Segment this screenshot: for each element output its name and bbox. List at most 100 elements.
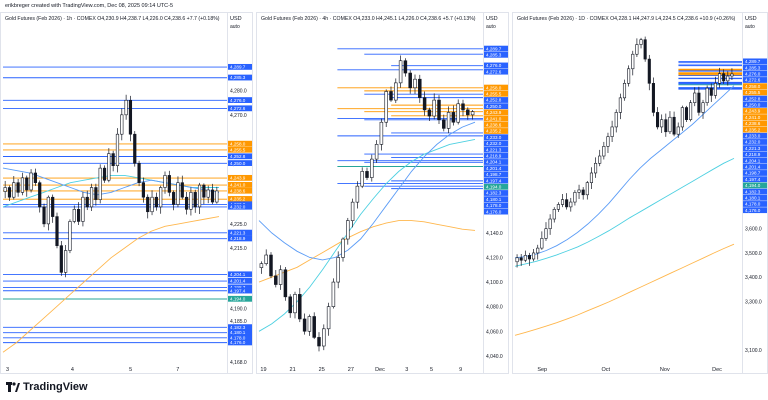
svg-text:4,178.0: 4,178.0	[745, 202, 761, 207]
x-tick-label: 3	[405, 367, 408, 373]
svg-text:4,182.3: 4,182.3	[230, 325, 246, 330]
price-label: 4,221.3	[484, 146, 508, 153]
candle	[618, 97, 622, 113]
svg-text:4,235.2: 4,235.2	[486, 129, 502, 134]
price-label: 4,232.0	[228, 203, 252, 210]
candle	[365, 171, 369, 178]
price-label: 4,285.3	[484, 51, 508, 58]
svg-text:4,272.6: 4,272.6	[486, 69, 502, 74]
candle	[167, 175, 171, 193]
price-label: 4,182.3	[743, 188, 767, 195]
svg-text:4,238.6: 4,238.6	[745, 121, 761, 126]
svg-text:4,201.4: 4,201.4	[230, 279, 246, 284]
svg-text:4,238.6: 4,238.6	[486, 122, 502, 127]
y-tick-label: 3,600.0	[745, 227, 762, 233]
svg-text:4,243.9: 4,243.9	[230, 176, 246, 181]
price-label: 4,250.0	[228, 160, 252, 166]
svg-text:4,182.3: 4,182.3	[486, 191, 502, 196]
candle	[614, 112, 618, 128]
price-label: 4,289.7	[743, 58, 767, 65]
y-tick-label: 4,168.0	[230, 360, 247, 366]
candle	[639, 39, 643, 45]
x-tick-label: Dec	[375, 367, 385, 373]
candle	[68, 221, 72, 251]
y-tick-label: 4,190.0	[230, 307, 247, 313]
candle	[705, 87, 709, 104]
price-label: 4,218.9	[484, 152, 508, 159]
svg-text:4,255.5: 4,255.5	[745, 90, 761, 95]
price-label: 4,285.3	[228, 74, 252, 81]
candle	[384, 91, 388, 123]
candle	[202, 184, 206, 198]
chart-svg: Gold Futures (Feb 2026) · 1h · COMEX O4,…	[0, 12, 253, 374]
chart-svg: Gold Futures (Feb 2026) · 4h · COMEX O4,…	[256, 12, 509, 374]
svg-text:4,176.0: 4,176.0	[230, 340, 246, 345]
chart-panel-1d: Gold Futures (Feb 2026) · 1D · COMEX O4,…	[512, 12, 768, 374]
candle	[326, 306, 331, 330]
svg-text:4,255.5: 4,255.5	[486, 91, 502, 96]
currency-label: USD	[486, 16, 498, 22]
x-tick-label: Dec	[712, 367, 722, 373]
price-label: 4,235.2	[743, 126, 767, 133]
candle	[355, 185, 360, 203]
candle	[288, 296, 292, 314]
price-label: 4,194.0	[228, 295, 252, 302]
svg-text:4,194.0: 4,194.0	[486, 184, 502, 189]
candle	[606, 136, 610, 147]
candle	[346, 220, 350, 240]
y-tick-label: 4,100.0	[486, 280, 503, 286]
candle	[527, 255, 532, 260]
svg-text:4,276.0: 4,276.0	[486, 63, 502, 68]
svg-text:4,241.0: 4,241.0	[486, 116, 502, 121]
scale-label: auto	[230, 24, 240, 30]
svg-text:4,180.1: 4,180.1	[486, 197, 502, 202]
svg-text:4,243.9: 4,243.9	[745, 109, 761, 114]
svg-text:4,276.0: 4,276.0	[745, 71, 761, 76]
y-tick-label: 4,215.0	[230, 246, 247, 252]
price-label: 4,201.4	[484, 165, 508, 172]
price-label: 4,178.0	[743, 201, 767, 207]
svg-text:4,285.3: 4,285.3	[230, 75, 246, 80]
candle	[46, 196, 50, 225]
candle	[20, 177, 25, 193]
candle	[418, 78, 422, 98]
price-label: 4,221.3	[228, 229, 252, 236]
brand-name: TradingView	[23, 381, 88, 393]
candle	[278, 269, 283, 285]
svg-text:4,197.4: 4,197.4	[745, 177, 761, 182]
candle	[133, 133, 137, 164]
price-label: 4,238.6	[484, 121, 508, 128]
candle	[77, 209, 81, 222]
price-label: 4,235.2	[484, 128, 508, 134]
panel-frame	[256, 12, 509, 374]
price-label: 4,272.6	[484, 68, 508, 75]
price-label: 4,182.3	[484, 190, 508, 196]
candle	[556, 204, 560, 210]
scale-label: auto	[486, 24, 496, 30]
y-tick-label: 3,500.0	[745, 251, 762, 257]
price-label: 4,182.3	[228, 324, 252, 331]
candle	[664, 119, 668, 133]
svg-text:4,250.0: 4,250.0	[230, 161, 246, 166]
x-tick-label: 4	[71, 367, 74, 373]
svg-text:4,243.9: 4,243.9	[486, 110, 502, 115]
svg-text:4,233.0: 4,233.0	[486, 135, 502, 140]
svg-text:4,241.0: 4,241.0	[230, 183, 246, 188]
footer: TradingView	[0, 374, 768, 400]
candle	[197, 184, 202, 208]
candle	[594, 162, 598, 174]
x-tick-label: 27	[348, 367, 354, 373]
candle	[668, 116, 672, 133]
price-label: 4,241.0	[484, 115, 508, 122]
candle	[515, 257, 519, 263]
candle	[413, 78, 417, 89]
candle	[456, 103, 460, 123]
candle	[374, 144, 379, 160]
candle	[540, 238, 544, 249]
candle	[717, 73, 722, 84]
svg-text:4,204.1: 4,204.1	[745, 158, 761, 163]
x-tick-label: 7	[176, 367, 179, 373]
svg-text:4,197.4: 4,197.4	[230, 288, 246, 293]
candle	[689, 102, 693, 120]
candle	[544, 228, 548, 239]
